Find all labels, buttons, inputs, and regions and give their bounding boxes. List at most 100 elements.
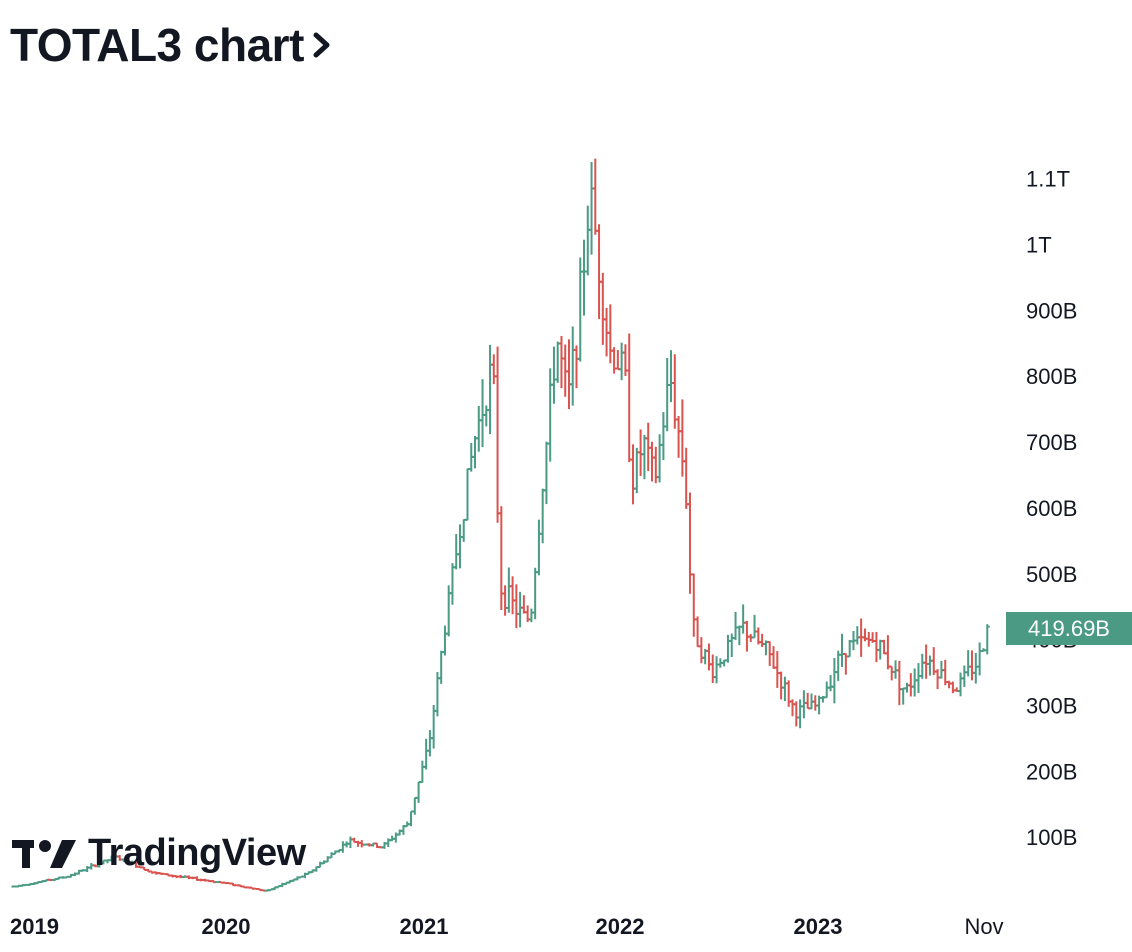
ohlc-bar [427, 730, 433, 757]
ohlc-bar [558, 335, 564, 389]
ohlc-bar [592, 158, 598, 235]
ohlc-bar [495, 346, 501, 523]
ohlc-bar [801, 690, 807, 719]
ohlc-bar [660, 412, 666, 461]
ohlc-bar [453, 534, 459, 570]
ohlc-bar [797, 699, 803, 729]
ohlc-bar [695, 616, 701, 648]
ohlc-bar [464, 468, 470, 521]
ohlc-bar [752, 614, 758, 639]
ohlc-bar [638, 429, 644, 476]
ohlc-bar [657, 434, 663, 483]
ohlc-bar [476, 406, 482, 452]
ohlc-bar [786, 680, 792, 707]
ohlc-bar [517, 591, 523, 628]
ohlc-bar [412, 796, 418, 815]
last-price-value: 419.69B [1028, 615, 1110, 641]
ohlc-bar [442, 625, 448, 656]
last-price-badge: 419.69B [1006, 612, 1132, 645]
tradingview-mark-icon [12, 839, 76, 868]
ohlc-bar [581, 239, 587, 316]
ohlc-bar [714, 656, 720, 684]
ohlc-bar [881, 639, 887, 655]
ohlc-bar [506, 567, 512, 613]
ohlc-bar [679, 399, 685, 477]
ohlc-bar [774, 651, 780, 688]
ohlc-bar [457, 524, 463, 569]
ohlc-bar [683, 447, 689, 509]
ohlc-bar [461, 518, 467, 542]
y-tick-label: 1.1T [1026, 167, 1070, 192]
ohlc-bar [589, 162, 595, 255]
ohlc-bar [984, 624, 990, 655]
ohlc-bar [710, 654, 716, 684]
page-title[interactable]: TOTAL3 chart [10, 18, 334, 72]
ohlc-bar [896, 660, 902, 706]
ohlc-bar [759, 633, 765, 647]
ohlc-bar [965, 650, 971, 677]
ohlc-bar [839, 633, 845, 668]
ohlc-bar [510, 576, 516, 615]
ohlc-bar [521, 595, 527, 614]
ohlc-bar [547, 368, 553, 462]
ohlc-bar [536, 519, 542, 576]
ohlc-bar [555, 341, 561, 383]
y-tick-label: 100B [1026, 825, 1077, 850]
ohlc-bar [908, 673, 914, 697]
ohlc-bar [483, 405, 489, 427]
ohlc-bar [973, 652, 979, 684]
x-tick-label: 2023 [794, 914, 843, 939]
ohlc-bar [626, 333, 632, 463]
ohlc-bar [611, 347, 617, 374]
ohlc-bar [634, 447, 640, 494]
ohlc-bar [347, 836, 353, 849]
ohlc-bar [491, 354, 497, 385]
y-tick-label: 600B [1026, 496, 1077, 521]
ohlc-bar [771, 646, 777, 669]
ohlc-bar [919, 653, 925, 679]
x-tick-label: 2022 [596, 914, 645, 939]
ohlc-bar [600, 272, 606, 345]
ohlc-bar [585, 205, 591, 276]
ohlc-bar [977, 642, 983, 676]
ohlc-bar [619, 342, 625, 381]
ohlc-bar [419, 760, 425, 784]
ohlc-bar [873, 631, 879, 663]
ohlc-bar [900, 687, 906, 705]
y-tick-label: 1T [1026, 233, 1052, 258]
ohlc-bar [877, 639, 883, 660]
ohlc-bar [778, 671, 784, 700]
ohlc-bar [641, 434, 647, 480]
ohlc-bar [698, 637, 704, 664]
ohlc-bar [958, 672, 964, 697]
y-tick-label: 700B [1026, 430, 1077, 455]
x-tick-label: Nov [964, 914, 1003, 939]
ohlc-bar [923, 644, 929, 679]
ohlc-bar [915, 663, 921, 693]
ohlc-bar [725, 634, 731, 663]
ohlc-bar [472, 435, 478, 469]
ohlc-bar [889, 665, 895, 681]
tradingview-logo[interactable]: TradingView [12, 832, 306, 875]
chevron-right-icon [313, 32, 330, 58]
ohlc-bar [912, 668, 918, 697]
ohlc-bar [904, 682, 910, 693]
ohlc-bar [805, 692, 811, 710]
ohlc-bar [831, 657, 837, 704]
ohlc-bar [408, 810, 414, 827]
page-title-text: TOTAL3 chart [10, 19, 304, 71]
ohlc-bar [824, 681, 830, 699]
ohlc-bar [706, 643, 712, 671]
ohlc-bar [812, 695, 818, 711]
ohlc-bar [487, 344, 493, 435]
ohlc-bar [528, 608, 534, 623]
ohlc-bar [676, 415, 682, 458]
ohlc-bar [950, 681, 956, 694]
ohlc-bar [570, 326, 576, 406]
y-axis: 100B200B300B400B500B600B700B800B900B1T1.… [1026, 167, 1077, 851]
ohlc-bar [340, 841, 346, 853]
ohlc-bar [596, 224, 602, 320]
ohlc-bar [961, 665, 967, 687]
ohlc-bar [513, 584, 519, 629]
